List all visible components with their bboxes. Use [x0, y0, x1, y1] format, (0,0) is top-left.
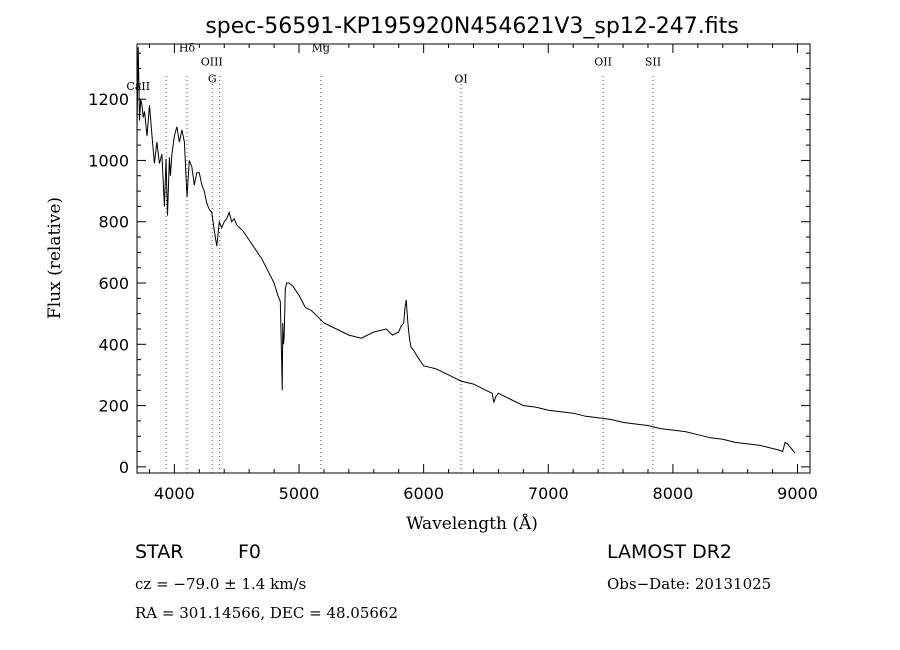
object-class: STAR	[135, 541, 184, 563]
y-tick-label: 1000	[88, 151, 129, 170]
y-tick-label: 1200	[88, 90, 129, 109]
y-axis-label: Flux (relative)	[45, 197, 65, 319]
y-tick-label: 200	[98, 397, 129, 416]
y-tick-label: 0	[119, 458, 129, 477]
y-tick-label: 800	[98, 213, 129, 232]
x-axis-label: Wavelength (Å)	[406, 513, 538, 534]
line-annotation: OII	[594, 55, 612, 68]
line-annotation: OIII	[201, 55, 223, 68]
y-tick-label: 600	[98, 274, 129, 293]
x-tick-label: 6000	[403, 484, 444, 503]
chart-title: spec-56591-KP195920N454621V3_sp12-247.fi…	[205, 14, 738, 39]
object-subclass: F0	[238, 541, 262, 563]
coordinates: RA = 301.14566, DEC = 48.05662	[135, 604, 399, 622]
line-annotation: G	[208, 72, 217, 85]
spectrum-line	[136, 47, 796, 454]
x-tick-label: 4000	[154, 484, 195, 503]
line-annotation: Mg	[312, 42, 330, 55]
x-tick-label: 8000	[653, 484, 694, 503]
x-tick-label: 7000	[528, 484, 569, 503]
line-annotation: CaII	[126, 80, 150, 93]
line-annotation: SII	[645, 55, 661, 68]
y-tick-label: 400	[98, 335, 129, 354]
survey-name: LAMOST DR2	[607, 541, 732, 563]
x-tick-label: 9000	[777, 484, 818, 503]
x-tick-label: 5000	[279, 484, 320, 503]
redshift-readout: cz = −79.0 ± 1.4 km/s	[135, 575, 307, 593]
line-annotation: OI	[454, 72, 467, 85]
obs-date: Obs−Date: 20131025	[607, 575, 772, 593]
line-annotation: Hδ	[179, 42, 196, 55]
plot-frame	[136, 43, 811, 474]
